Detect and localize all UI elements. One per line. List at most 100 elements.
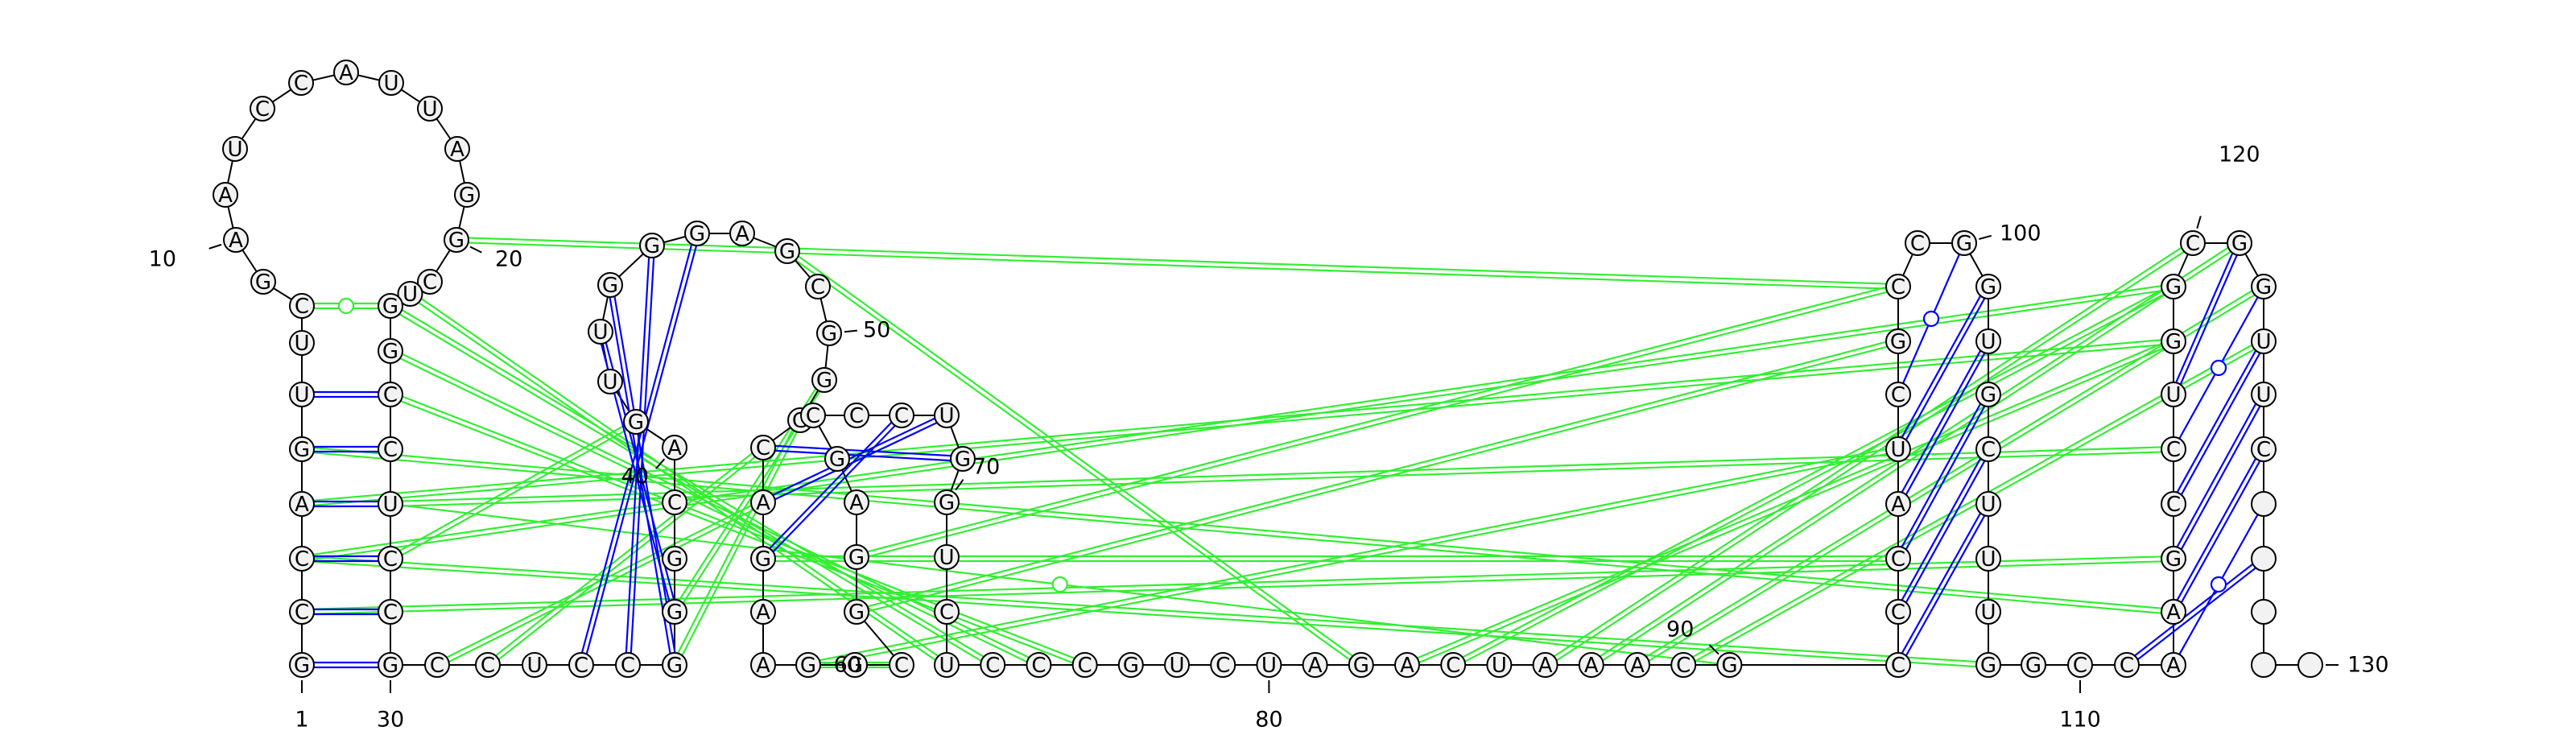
nucleotide: A — [223, 227, 249, 253]
nucleotide-circle — [289, 293, 315, 319]
nucleotide-circle — [844, 599, 869, 625]
nucleotide: G — [378, 652, 403, 678]
nucleotide-letter: G — [2165, 547, 2182, 572]
nucleotide: C — [288, 70, 314, 96]
nucleotide: A — [444, 136, 470, 162]
nucleotide: U — [289, 382, 315, 407]
nucleotide: U — [1975, 546, 2001, 572]
nucleotide-circle — [417, 96, 443, 122]
nucleotide: G — [378, 293, 403, 319]
noncanonical-pair-line — [468, 242, 1886, 290]
canonical-pair-line — [2176, 403, 2257, 547]
nucleotide-circle — [2227, 230, 2252, 256]
nucleotide-circle — [889, 403, 914, 428]
nucleotide: G — [750, 546, 776, 572]
nucleotide-letter: G — [816, 369, 832, 393]
nucleotide-circle — [1975, 546, 2001, 572]
nucleotide-circle — [2251, 652, 2277, 678]
nucleotide-letter: C — [2073, 654, 2087, 678]
nucleotide-letter: G — [628, 411, 644, 435]
nucleotide-letter: A — [295, 493, 309, 517]
canonical-pair-line — [1901, 403, 1982, 547]
nucleotide — [2297, 652, 2323, 678]
nucleotide-circle — [1951, 230, 1977, 256]
nucleotide-letter: G — [602, 274, 618, 298]
nucleotide — [2251, 599, 2277, 625]
numbering-label: 90 — [1666, 617, 1694, 642]
nucleotide: G — [816, 320, 842, 346]
nucleotide: C — [2161, 491, 2186, 517]
numbering-label: 20 — [495, 247, 522, 272]
nucleotide-circle — [1885, 328, 1911, 354]
nucleotide: U — [1486, 652, 1513, 678]
nucleotide-circle — [623, 409, 649, 435]
numbering-label: 60 — [834, 653, 861, 678]
nucleotide: C — [2114, 652, 2140, 678]
canonical-pair-line — [2137, 567, 2256, 661]
nucleotide-circle — [444, 136, 470, 162]
nucleotide: G — [844, 544, 869, 570]
nucleotide-circle — [378, 70, 404, 96]
nucleotide-circle — [378, 491, 403, 517]
nucleotide-letter: G — [2231, 232, 2248, 256]
nucleotide-letter: C — [1031, 654, 1046, 678]
nucleotide-letter: U — [1169, 654, 1184, 678]
numbering-label: 110 — [2059, 708, 2101, 733]
nucleotide: C — [1210, 652, 1236, 678]
nucleotide: U — [934, 544, 960, 570]
nucleotide-letter: G — [382, 340, 398, 364]
nucleotide-letter: C — [939, 601, 954, 625]
numbering-label: 70 — [972, 455, 1000, 480]
nucleotide-circle — [378, 599, 403, 625]
nucleotide-letter: G — [2025, 654, 2041, 678]
noncanonical-pair-line — [314, 555, 1977, 663]
nucleotide: G — [2161, 274, 2186, 299]
noncanonical-pair-line — [677, 429, 794, 654]
nucleotide: G — [2161, 328, 2186, 354]
numbering-label: 40 — [621, 464, 649, 489]
nucleotide-circle — [1578, 652, 1604, 678]
nucleotide-circle — [2161, 436, 2186, 462]
nucleotide-circle — [816, 320, 842, 346]
canonical-pair-line — [772, 417, 935, 496]
nucleotide: A — [2161, 599, 2186, 625]
noncanonical-pair-line — [1695, 348, 2255, 663]
canonical-pair-line — [1901, 513, 1982, 654]
nucleotide-circle — [1975, 652, 2001, 678]
nucleotide-circle — [2251, 546, 2277, 572]
nucleotide: C — [889, 652, 914, 678]
nucleotide-circle — [1975, 436, 2001, 462]
noncanonical-pair-line — [448, 509, 754, 663]
noncanonical-pair-line — [469, 237, 1887, 285]
nucleotide: G — [774, 238, 800, 264]
nucleotide: U — [378, 491, 403, 517]
nucleotide: U — [397, 281, 423, 307]
nucleotide-letter: C — [574, 654, 588, 678]
nucleotide-circle — [223, 227, 249, 253]
noncanonical-pair-line — [795, 259, 1351, 661]
nucleotide-circle — [615, 652, 641, 678]
nucleotide-circle — [750, 546, 776, 572]
nucleotide: A — [1394, 652, 1420, 678]
nucleotide: A — [213, 182, 238, 208]
nucleotide-letter: G — [848, 546, 865, 570]
nucleotide-circle — [1117, 652, 1144, 678]
nucleotide-letter: G — [939, 491, 955, 515]
nucleotide: G — [597, 272, 623, 298]
nucleotide-letter: A — [756, 491, 770, 515]
nucleotide-letter: C — [1910, 232, 1925, 256]
numbering-label: 1 — [295, 708, 308, 733]
nucleotide-circle — [588, 319, 613, 345]
nucleotide: C — [378, 382, 403, 407]
nucleotide-circle — [1885, 599, 1911, 625]
nucleotide-letter: U — [939, 654, 954, 678]
nucleotide: C — [844, 403, 869, 428]
canonical-pair-line — [2134, 563, 2253, 657]
nucleotide-letter: C — [1216, 654, 1230, 678]
nucleotide-circle — [2021, 652, 2046, 678]
nucleotide-letter: C — [811, 275, 825, 299]
numbering-tick — [2196, 216, 2202, 229]
nucleotide-letter: G — [800, 654, 816, 678]
nucleotide-letter: C — [383, 383, 398, 407]
nucleotide-letter: U — [1980, 601, 1996, 625]
